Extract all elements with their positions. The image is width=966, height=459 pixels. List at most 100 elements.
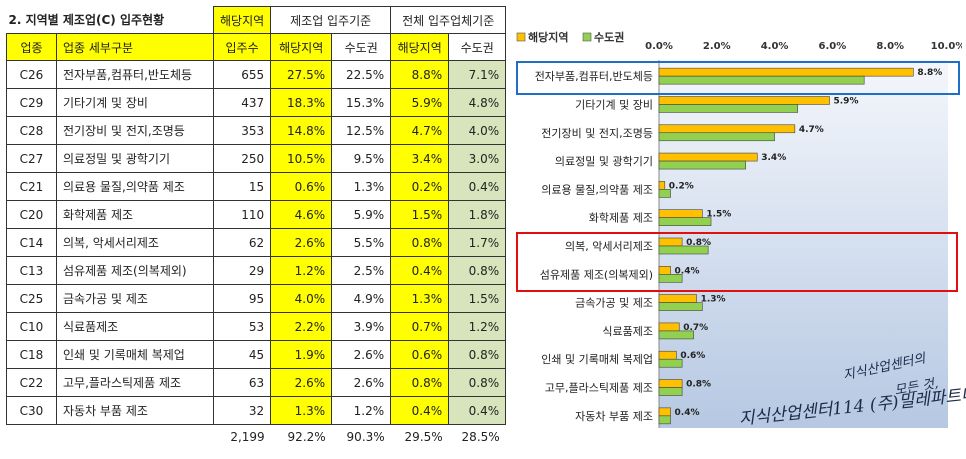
cell-all-metro: 3.0%: [448, 144, 507, 173]
data-label: 3.4%: [761, 153, 786, 163]
cell-industry: 의료정밀 및 광학기기: [56, 144, 214, 173]
category-label: 섬유제품 제조(의복제외): [540, 268, 653, 281]
cell-all-metro: 0.4%: [448, 396, 507, 425]
data-label: 0.8%: [686, 380, 711, 390]
cell-all-metro: 0.8%: [448, 256, 507, 285]
cell-count: 63: [212, 368, 272, 397]
cell-all-metro: 0.4%: [448, 172, 507, 201]
cell-all-metro: 4.8%: [448, 88, 507, 117]
bar-metro: [658, 330, 694, 340]
table-row: C14 의복, 악세서리제조 62 2.6% 5.5% 0.8% 1.7%: [6, 228, 507, 257]
cell-all-local: 5.9%: [390, 88, 450, 117]
cell-count: 437: [212, 88, 272, 117]
cell-industry: 고무,플라스틱제품 제조: [56, 368, 214, 397]
cell-mfg-local: 1.3%: [270, 396, 333, 425]
totals-row: 2,199 92.2% 90.3% 29.5% 28.5%: [7, 425, 506, 450]
col-header-detail: 업종 세부구분: [56, 33, 214, 61]
data-label: 0.8%: [686, 238, 711, 248]
cell-industry: 자동차 부품 제조: [56, 396, 214, 425]
cell-industry: 인쇄 및 기록매체 복제업: [56, 340, 214, 369]
cell-all-local: 0.8%: [390, 228, 450, 257]
x-tick-label: 8.0%: [876, 41, 904, 52]
highlight-box-blue: [516, 61, 960, 95]
cell-mfg-metro: 2.6%: [331, 340, 392, 369]
header-mfg-basis: 제조업 입주기준: [270, 6, 392, 34]
cell-industry: 전자부품,컴퓨터,반도체등: [56, 60, 214, 89]
bar-local: [658, 209, 703, 218]
cell-mfg-local: 0.6%: [270, 172, 333, 201]
category-label: 의복, 악세서리제조: [565, 240, 653, 253]
total-all-local: 29.5%: [404, 430, 443, 444]
table-row: C25 금속가공 및 제조 95 4.0% 4.9% 1.3% 1.5%: [6, 284, 507, 313]
cell-mfg-metro: 3.9%: [331, 312, 392, 341]
cell-all-metro: 0.8%: [448, 368, 507, 397]
bar-metro: [658, 415, 671, 425]
cell-mfg-metro: 4.9%: [331, 284, 392, 313]
bar-metro: [658, 217, 712, 226]
category-label: 화학제품 제조: [589, 212, 653, 225]
table-row: C20 화학제품 제조 110 4.6% 5.9% 1.5% 1.8%: [6, 200, 507, 229]
cell-mfg-metro: 9.5%: [331, 144, 392, 173]
cell-code: C28: [6, 116, 57, 145]
cell-code: C10: [6, 312, 57, 341]
cell-all-local: 3.4%: [390, 144, 450, 173]
table-row: C21 의료용 물질,의약품 제조 15 0.6% 1.3% 0.2% 0.4%: [6, 172, 507, 201]
cell-mfg-local: 18.3%: [270, 88, 333, 117]
header-all-basis: 전체 입주업체기준: [390, 6, 507, 34]
cell-mfg-metro: 2.5%: [331, 256, 392, 285]
bar-metro: [658, 387, 683, 396]
total-blank: [7, 425, 57, 450]
category-label: 전기장비 및 전지,조명등: [541, 127, 653, 140]
cell-count: 95: [212, 284, 272, 313]
cell-industry: 금속가공 및 제조: [56, 284, 214, 313]
x-tick-label: 4.0%: [761, 41, 789, 52]
industry-table: 2. 지역별 제조업(C) 입주현황 해당지역 제조업 입주기준 전체 입주업체…: [6, 6, 507, 450]
cell-mfg-local: 4.6%: [270, 200, 333, 229]
cell-mfg-local: 14.8%: [270, 116, 333, 145]
cell-all-metro: 0.8%: [448, 340, 507, 369]
cell-mfg-local: 27.5%: [270, 60, 333, 89]
cell-code: C22: [6, 368, 57, 397]
data-label: 8.8%: [917, 68, 942, 78]
cell-all-local: 1.3%: [390, 284, 450, 313]
bar-metro: [658, 189, 671, 198]
bar-metro: [658, 104, 799, 113]
table-title: 2. 지역별 제조업(C) 입주현황: [8, 13, 165, 28]
cell-count: 32: [212, 396, 272, 425]
cell-all-local: 4.7%: [390, 116, 450, 145]
cell-code: C29: [6, 88, 57, 117]
bar-local: [658, 96, 830, 105]
category-label: 전자부품,컴퓨터,반도체등: [535, 70, 653, 83]
cell-all-metro: 1.5%: [448, 284, 507, 313]
cell-all-metro: 1.8%: [448, 200, 507, 229]
cell-code: C30: [6, 396, 57, 425]
cell-mfg-metro: 5.5%: [331, 228, 392, 257]
total-blank: [57, 425, 214, 450]
bar-local: [658, 350, 677, 360]
col-header-all-local: 해당지역: [390, 33, 450, 61]
bar-metro: [658, 75, 865, 85]
bar-metro: [658, 358, 683, 368]
col-header-all-metro: 수도권: [448, 33, 507, 61]
cell-mfg-metro: 12.5%: [331, 116, 392, 145]
cell-count: 45: [212, 340, 272, 369]
cell-all-metro: 4.0%: [448, 116, 507, 145]
cell-count: 655: [212, 60, 272, 89]
col-header-mfg-local: 해당지역: [270, 33, 333, 61]
category-label: 금속가공 및 제조: [575, 297, 653, 310]
x-tick-label: 10.0%: [931, 41, 962, 52]
cell-mfg-local: 2.6%: [270, 228, 333, 257]
cell-code: C20: [6, 200, 57, 229]
bar-local: [658, 379, 683, 388]
x-tick-label: 2.0%: [703, 41, 731, 52]
cell-code: C25: [6, 284, 57, 313]
cell-industry: 식료품제조: [56, 312, 214, 341]
data-label: 0.2%: [669, 181, 694, 191]
table-row: C13 섬유제품 제조(의복제외) 29 1.2% 2.5% 0.4% 0.8%: [6, 256, 507, 285]
plot-area: [659, 60, 948, 428]
cell-industry: 의복, 악세서리제조: [56, 228, 214, 257]
total-mfg-local: 92.2%: [287, 430, 326, 444]
category-label: 식료품제조: [602, 325, 653, 338]
cell-mfg-metro: 15.3%: [331, 88, 392, 117]
cell-code: C21: [6, 172, 57, 201]
